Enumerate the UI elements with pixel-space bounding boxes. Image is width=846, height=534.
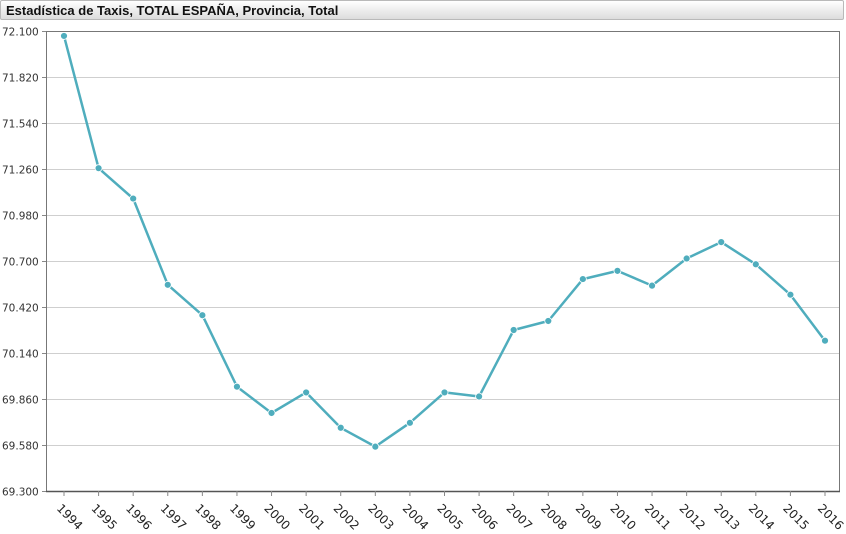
x-tick-label: 2014	[746, 501, 777, 532]
x-tick-label: 2005	[434, 501, 465, 532]
data-point[interactable]	[302, 388, 311, 397]
data-point[interactable]	[198, 311, 207, 320]
data-point[interactable]	[129, 194, 138, 203]
data-point[interactable]	[648, 281, 656, 290]
y-tick-label: 69.580	[2, 441, 39, 453]
x-tick-label: 2007	[504, 501, 535, 532]
y-tick-label: 70.420	[2, 303, 39, 315]
data-point[interactable]	[509, 326, 518, 334]
x-tick-label: 2000	[261, 501, 292, 532]
x-tick-label: 2010	[607, 501, 638, 532]
data-point[interactable]	[475, 392, 483, 401]
data-point[interactable]	[371, 442, 380, 451]
data-point[interactable]	[578, 275, 587, 283]
x-tick-label: 2011	[642, 501, 673, 532]
x-tick-label: 2004	[400, 501, 431, 532]
y-tick-label: 70.980	[2, 211, 39, 223]
series-line	[62, 35, 826, 448]
data-point[interactable]	[60, 32, 68, 40]
data-point[interactable]	[613, 266, 622, 275]
data-point[interactable]	[336, 423, 345, 432]
data-point[interactable]	[406, 418, 414, 427]
x-tick-label: 1995	[88, 501, 119, 532]
data-point[interactable]	[717, 238, 726, 247]
data-point[interactable]	[682, 254, 691, 263]
data-point[interactable]	[163, 280, 172, 289]
chart-title: Estadística de Taxis, TOTAL ESPAÑA, Prov…	[6, 3, 339, 18]
x-tick-label: 2015	[780, 501, 811, 532]
data-point[interactable]	[821, 336, 829, 345]
x-tick-label: 2006	[469, 501, 500, 532]
axes	[46, 31, 840, 493]
x-tick-label: 2016	[815, 501, 846, 532]
x-tick-label: 1998	[192, 501, 223, 532]
x-tick-label: 2009	[573, 501, 604, 532]
y-tick-label: 71.260	[2, 165, 39, 177]
y-tick-label: 70.700	[2, 257, 39, 269]
y-tick-label: 71.540	[2, 119, 39, 131]
data-point[interactable]	[94, 164, 103, 173]
x-tick-label: 2008	[538, 501, 569, 532]
x-tick-label: 2013	[711, 501, 742, 532]
y-tick-label: 70.140	[2, 349, 39, 361]
x-tick-label: 2001	[296, 501, 327, 532]
y-axis-ticks: 69.300 69.580 69.860 70.140 70.420 70.700 70.9…	[2, 27, 46, 499]
chart-title-bar: Estadística de Taxis, TOTAL ESPAÑA, Prov…	[0, 0, 844, 20]
x-tick-label: 2002	[331, 501, 362, 532]
x-tick-label: 1997	[158, 501, 189, 532]
x-tick-label: 1999	[227, 501, 258, 532]
data-point[interactable]	[751, 260, 760, 269]
x-tick-label: 1994	[54, 501, 85, 532]
x-tick-label: 2012	[677, 501, 708, 532]
y-tick-label: 69.300	[2, 487, 39, 499]
data-point[interactable]	[233, 382, 241, 391]
y-tick-label: 69.860	[2, 395, 39, 407]
x-tick-label: 1996	[123, 501, 154, 532]
x-axis-ticks: 1994 1995 1996 1997 1998 1999 2000 2001 2002 2003…	[54, 491, 846, 533]
x-tick-label: 2003	[365, 501, 396, 532]
y-tick-label: 72.100	[2, 27, 39, 39]
data-point[interactable]	[544, 317, 553, 325]
y-tick-label: 71.820	[2, 73, 39, 85]
data-point[interactable]	[267, 409, 276, 417]
series	[60, 32, 829, 451]
data-point[interactable]	[786, 290, 795, 299]
data-point[interactable]	[440, 388, 449, 397]
gridlines	[46, 31, 840, 492]
